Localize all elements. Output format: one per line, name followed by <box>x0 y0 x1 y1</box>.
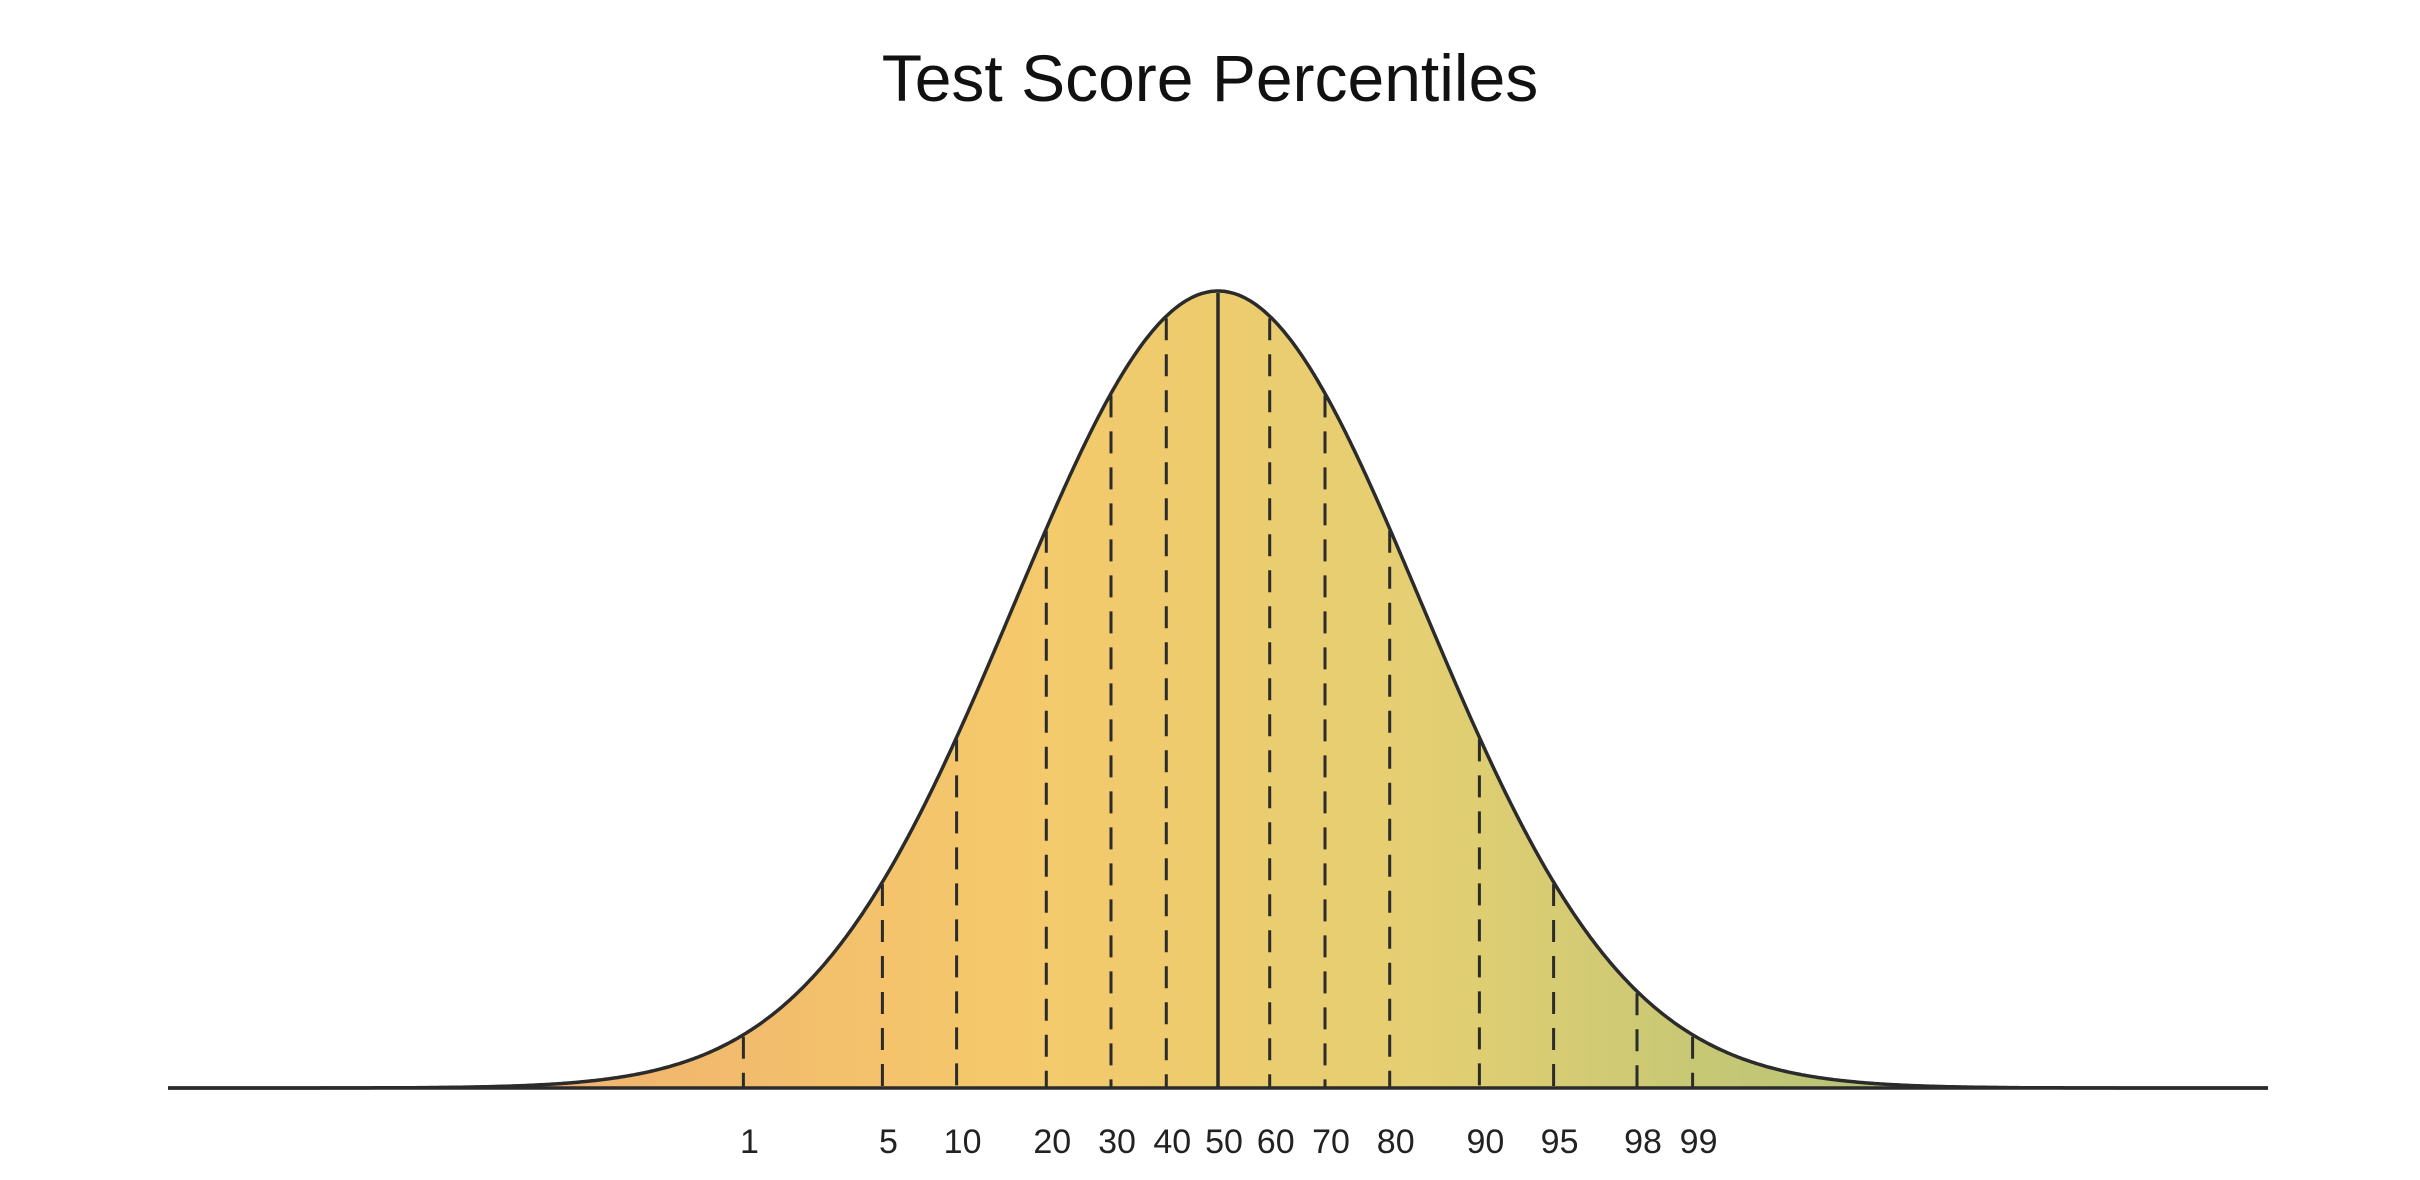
tick-label-98: 98 <box>1624 1123 1662 1161</box>
distribution-curve <box>168 289 2268 1090</box>
tick-label-60: 60 <box>1257 1123 1295 1161</box>
tick-label-90: 90 <box>1466 1123 1504 1161</box>
tick-label-5: 5 <box>879 1123 898 1161</box>
tick-label-1: 1 <box>740 1123 759 1161</box>
tick-label-80: 80 <box>1377 1123 1415 1161</box>
percentile-tick-labels: 1 5 10 20 30 40 50 60 70 80 90 95 98 99 <box>740 1123 1718 1161</box>
tick-label-99: 99 <box>1680 1123 1718 1161</box>
tick-label-70: 70 <box>1312 1123 1350 1161</box>
tick-label-40: 40 <box>1153 1123 1191 1161</box>
tick-label-50: 50 <box>1205 1123 1243 1161</box>
tick-label-30: 30 <box>1098 1123 1136 1161</box>
chart-title: Test Score Percentiles <box>881 41 1539 115</box>
tick-label-20: 20 <box>1033 1123 1071 1161</box>
tick-label-95: 95 <box>1541 1123 1579 1161</box>
tick-label-10: 10 <box>944 1123 982 1161</box>
percentile-lines <box>741 293 1695 1088</box>
